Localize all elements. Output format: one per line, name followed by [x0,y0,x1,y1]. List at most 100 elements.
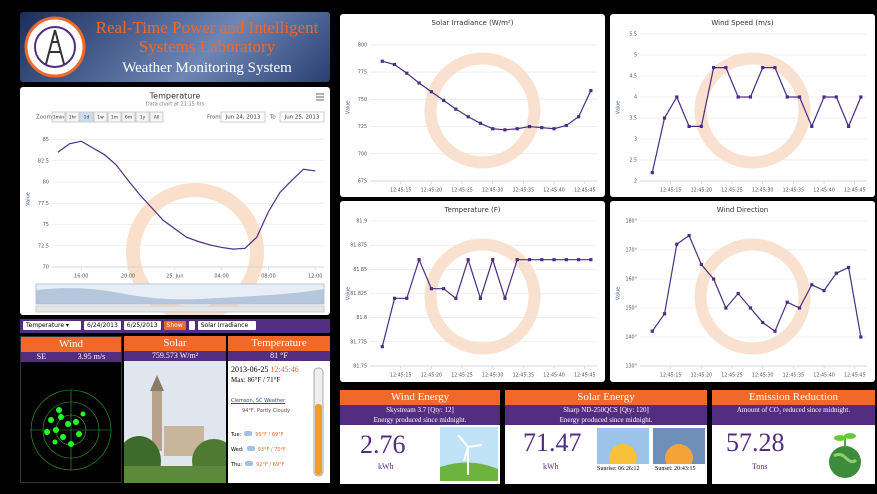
variable-select[interactable]: Temperature ▾ [23,321,81,330]
forecast-row: Thu: 92°F / 69°F [231,458,303,473]
zoom-button[interactable] [65,111,80,123]
data-marker [491,258,495,262]
chart: Solar Irradiance (W/m²) 675 700 725 750 775 80… [346,19,597,194]
checkbox[interactable] [188,321,195,330]
forecast-range: 93°F / 70°F [257,447,286,453]
time: 12:45:46 [270,365,299,374]
data-marker [650,329,654,333]
data-marker [859,335,863,339]
to-date: Jun 25, 2013 [284,115,320,121]
zoom-button-label: 1m [111,115,118,121]
data-marker [503,296,507,300]
data-marker [429,90,433,94]
y-tick-label: 700 [358,151,367,157]
logo [24,16,86,78]
panel-title: Wind [21,337,121,352]
x-tick-label: 12:45:20 [421,188,443,194]
y-tick-label: 75 [43,222,49,228]
zoom-button[interactable] [93,111,108,123]
zoom-button[interactable] [79,111,94,123]
data-marker [503,128,507,132]
show-button[interactable]: Show [163,321,186,330]
data-marker [442,287,446,291]
data-marker [491,127,495,131]
y-tick-label: 81.775 [350,339,367,345]
data-marker [540,258,544,262]
y-tick-label: 85 [43,137,49,143]
data-marker [650,171,654,175]
forecast-day: Thu: [231,462,243,468]
to-input[interactable] [279,111,325,123]
temperature-panel: Temperature 81 °F 2013-06-25 12:45:46 Ma… [228,336,330,483]
y-tick-label: 81.825 [350,291,367,297]
y-tick-label: 675 [358,179,367,185]
data-marker [442,98,446,103]
wind-speed: 3.95 m/s [77,352,106,361]
scrollbar[interactable] [35,305,325,313]
forecast-icon [244,431,253,436]
menu-icon[interactable] [316,93,324,101]
data-marker [785,300,789,304]
data-marker [785,95,789,99]
x-tick-label: 12:45:25 [721,188,743,194]
zoom-button[interactable] [51,111,66,123]
overlay-select[interactable]: Solar Irradiance ▾ [197,321,256,338]
energy-unit: kWh [378,462,394,471]
data-marker [380,345,384,349]
data-marker [834,95,838,99]
data-marker [564,123,568,128]
data-marker [822,95,826,99]
data-marker [478,296,483,300]
data-line [651,67,862,173]
y-axis-label: Value [26,192,32,206]
earth-icon [829,433,861,478]
zoom-button[interactable] [149,111,164,123]
y-tick-label: 725 [358,124,367,130]
x-tick-label: 12:45:40 [543,373,565,379]
data-marker [810,124,814,128]
zoom-button[interactable] [135,111,150,123]
y-tick-label: 130° [625,364,637,370]
data-line [57,140,316,250]
note: Energy produced since midnight. [340,415,500,425]
forecast-row: Tue: 95°F / 69°F [231,428,303,443]
end-date[interactable]: 6/25/2013 [123,321,161,330]
y-tick-label: 77.5 [38,201,49,207]
wind-direction: SE [36,352,47,361]
location[interactable]: Clemson, SC Weather [231,398,286,404]
x-tick-label: 25. Jun [166,274,183,280]
to-label: To [269,115,276,121]
emission-panel: Emission Reduction Amount of CO₂ reduced… [712,390,875,484]
temperature-current: 81 °F [228,351,330,361]
y-axis-label: Value [616,101,622,114]
zoom-button[interactable] [121,111,136,123]
data-marker [662,116,667,120]
y-tick-label: 80 [43,180,49,186]
thermometer [313,367,324,477]
zoom-button-label: 1hr [69,115,77,121]
y-tick-label: 5.5 [629,32,637,38]
x-tick-label: 08:00 [261,274,275,280]
watermark [424,52,541,169]
data-line [651,234,862,338]
y-tick-label: 150° [625,306,637,312]
start-date[interactable]: 6/24/2013 [84,321,121,330]
y-tick-label: 140° [625,335,637,341]
zoom-button[interactable] [107,111,122,123]
turbine-icon [440,427,498,481]
y-tick-label: 72.5 [38,243,49,249]
energy-unit: kWh [543,462,559,471]
x-tick-label: 12:45:30 [482,373,504,379]
x-tick-label: 12:45:40 [813,188,835,194]
energy-value: 71.47 [523,428,582,457]
zoom-button-label: All [154,115,160,121]
data-marker [405,71,409,75]
data-marker [675,242,679,246]
data-marker [589,258,593,262]
x-tick-label: 12:45:25 [451,188,473,194]
data-marker [712,277,716,281]
data-marker [540,126,544,130]
from-input[interactable] [220,111,266,123]
x-tick-label: 12:45:30 [752,188,774,194]
forecast-day: Wed: [231,447,244,453]
